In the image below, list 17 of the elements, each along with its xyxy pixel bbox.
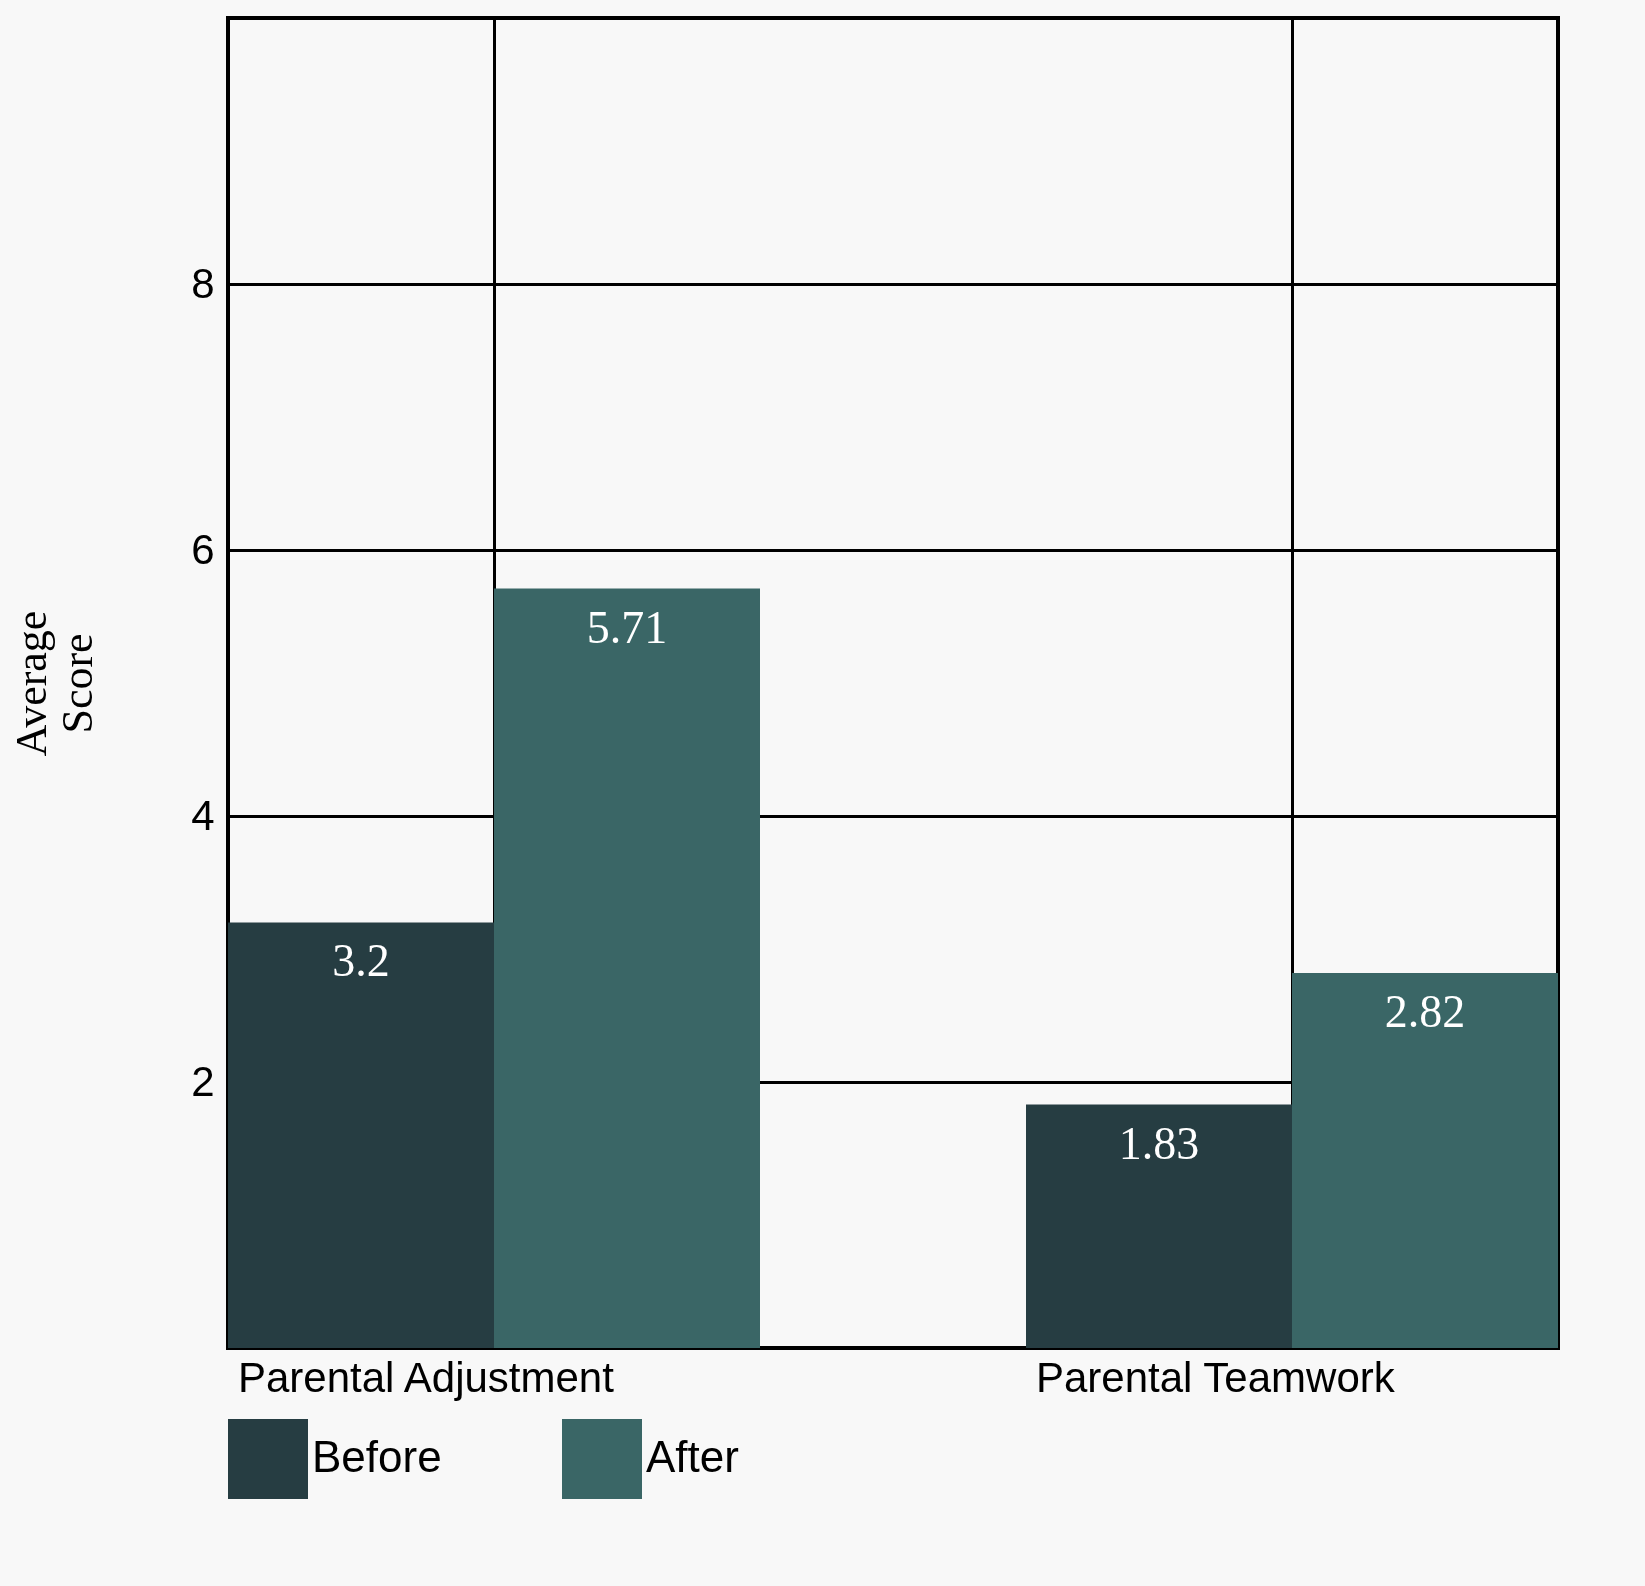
data-label: 3.2 xyxy=(332,935,390,987)
y-axis-title: Average Score xyxy=(7,610,103,757)
bar xyxy=(1026,1104,1292,1348)
y-tick-label: 2 xyxy=(191,1057,215,1105)
y-tick-label: 6 xyxy=(191,525,215,573)
bar xyxy=(494,588,760,1348)
y-tick-label: 8 xyxy=(191,259,215,307)
legend-label: After xyxy=(646,1432,739,1481)
legend-label: Before xyxy=(312,1432,442,1481)
bar xyxy=(1292,972,1558,1348)
data-label: 5.71 xyxy=(586,601,668,653)
data-label: 1.83 xyxy=(1118,1117,1200,1169)
y-tick-label: 4 xyxy=(191,791,215,839)
x-tick-label: Parental Teamwork xyxy=(1036,1353,1396,1401)
bar xyxy=(228,922,494,1348)
x-tick-label: Parental Adjustment xyxy=(238,1353,615,1401)
data-label: 2.82 xyxy=(1384,985,1466,1037)
